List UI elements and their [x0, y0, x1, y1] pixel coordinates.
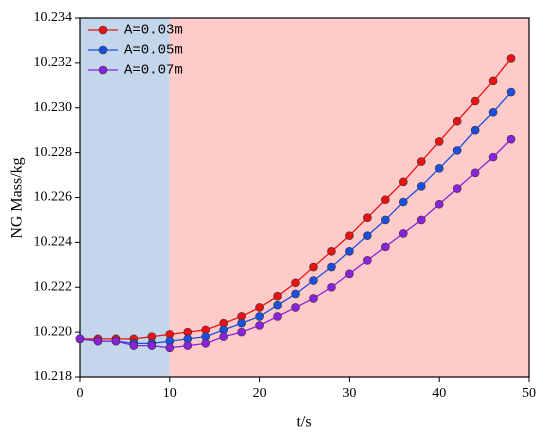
data-point — [381, 242, 390, 252]
data-point — [452, 146, 462, 155]
x-axis-label: t/s — [296, 414, 311, 431]
data-point — [345, 231, 354, 240]
data-point — [255, 312, 264, 321]
data-point — [506, 54, 516, 63]
data-point — [255, 303, 264, 312]
data-point — [345, 247, 354, 256]
data-point — [111, 336, 121, 346]
data-point — [309, 294, 318, 303]
x-tick-label: 10 — [163, 386, 177, 401]
data-point — [309, 276, 318, 285]
data-point — [219, 332, 228, 341]
data-point — [488, 152, 498, 162]
data-point — [416, 181, 426, 191]
legend-label: A=0.03m — [124, 23, 183, 39]
data-point — [345, 269, 354, 279]
data-point — [273, 291, 282, 301]
data-point — [291, 303, 300, 312]
data-point — [291, 289, 300, 299]
data-point — [93, 336, 103, 346]
data-point — [488, 107, 498, 117]
y-tick-label: 10.224 — [34, 235, 73, 250]
data-point — [434, 164, 444, 173]
data-point — [237, 327, 246, 337]
data-point — [434, 199, 444, 209]
data-point — [381, 195, 390, 205]
y-tick-label: 10.228 — [34, 145, 73, 160]
data-point — [488, 76, 498, 86]
y-tick-label: 10.226 — [34, 190, 73, 205]
data-point — [165, 343, 175, 353]
y-tick-label: 10.234 — [34, 10, 73, 25]
data-point — [363, 231, 372, 240]
shaded-region — [169, 18, 530, 377]
legend-label: A=0.07m — [124, 63, 183, 79]
data-point — [470, 168, 480, 178]
data-point — [237, 318, 246, 328]
data-point — [201, 339, 211, 348]
y-tick-label: 10.232 — [34, 55, 73, 70]
data-point — [291, 278, 300, 288]
shaded-region — [80, 18, 170, 377]
data-point — [416, 157, 426, 166]
data-point — [255, 321, 264, 330]
data-point — [381, 215, 390, 225]
data-point — [506, 134, 516, 144]
y-axis-label: NG Mass/kg — [9, 157, 26, 238]
x-tick-label: 30 — [342, 386, 356, 401]
data-point — [327, 262, 336, 272]
legend-marker — [98, 25, 108, 35]
data-point — [327, 247, 336, 256]
x-tick-label: 50 — [522, 386, 536, 401]
data-point — [398, 177, 408, 187]
data-point — [398, 229, 408, 238]
data-point — [470, 125, 480, 135]
data-point — [75, 334, 85, 344]
legend-label: A=0.05m — [124, 43, 183, 59]
x-tick-label: 20 — [253, 386, 267, 401]
data-point — [416, 215, 426, 225]
x-tick-label: 40 — [432, 386, 446, 401]
data-point — [273, 312, 282, 321]
y-tick-label: 10.218 — [34, 369, 73, 384]
data-point — [363, 256, 372, 265]
legend-marker — [98, 65, 108, 75]
data-point — [147, 341, 157, 350]
y-tick-label: 10.220 — [34, 324, 73, 339]
data-point — [273, 300, 282, 310]
data-point — [183, 341, 193, 350]
data-point — [434, 137, 444, 146]
data-point — [129, 341, 139, 350]
data-point — [470, 96, 480, 106]
legend-marker — [98, 45, 108, 55]
y-tick-label: 10.230 — [34, 100, 73, 115]
data-point — [398, 197, 408, 207]
data-point — [309, 262, 318, 272]
data-point — [327, 282, 336, 292]
data-point — [452, 184, 462, 193]
y-tick-label: 10.222 — [34, 279, 73, 294]
x-tick-label: 0 — [77, 386, 84, 401]
data-point — [363, 213, 372, 222]
data-point — [506, 87, 516, 97]
data-point — [452, 116, 462, 126]
